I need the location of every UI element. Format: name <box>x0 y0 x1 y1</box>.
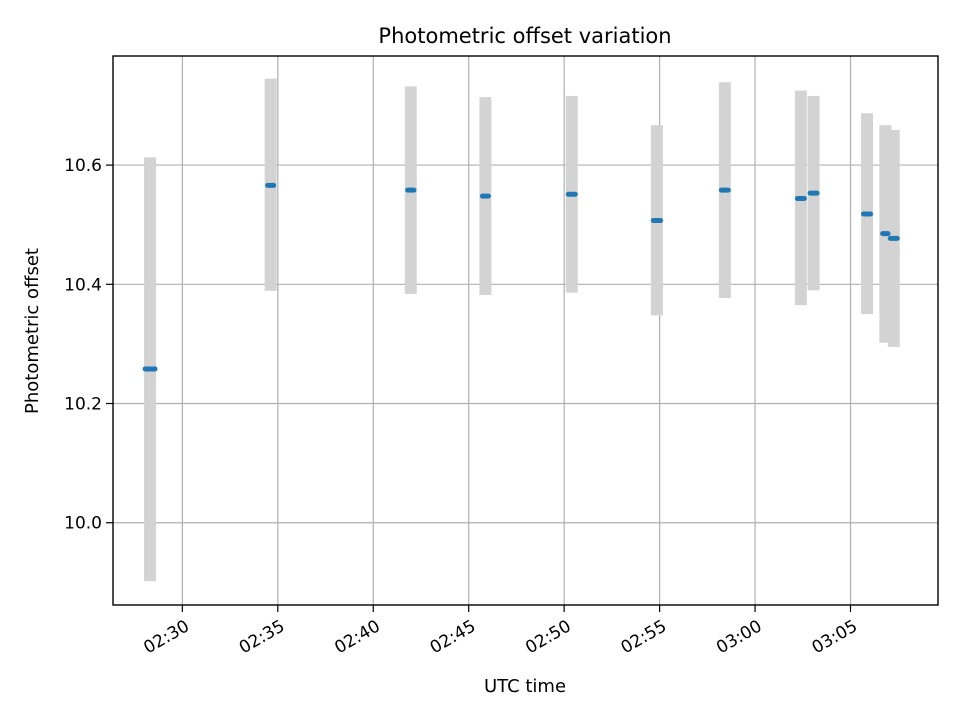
chart-title: Photometric offset variation <box>378 24 671 48</box>
plot-frame <box>112 55 939 606</box>
y-tick-label: 10.0 <box>64 514 102 534</box>
data-points <box>142 182 900 372</box>
y-axis-label: Photometric offset <box>22 248 43 414</box>
y-tick-label: 10.6 <box>64 156 102 176</box>
y-tick-label: 10.2 <box>64 395 102 415</box>
y-tick-label: 10.4 <box>64 275 102 295</box>
x-axis-label: UTC time <box>484 676 566 697</box>
